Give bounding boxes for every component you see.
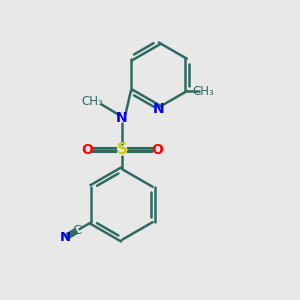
Text: N: N: [116, 111, 128, 124]
Text: S: S: [116, 142, 128, 158]
Text: CH₃: CH₃: [82, 95, 104, 108]
Text: N: N: [59, 231, 70, 244]
Text: O: O: [81, 143, 93, 157]
Text: CH₃: CH₃: [192, 85, 214, 98]
Text: C: C: [73, 224, 82, 237]
Text: O: O: [152, 143, 163, 157]
Text: N: N: [153, 102, 165, 116]
